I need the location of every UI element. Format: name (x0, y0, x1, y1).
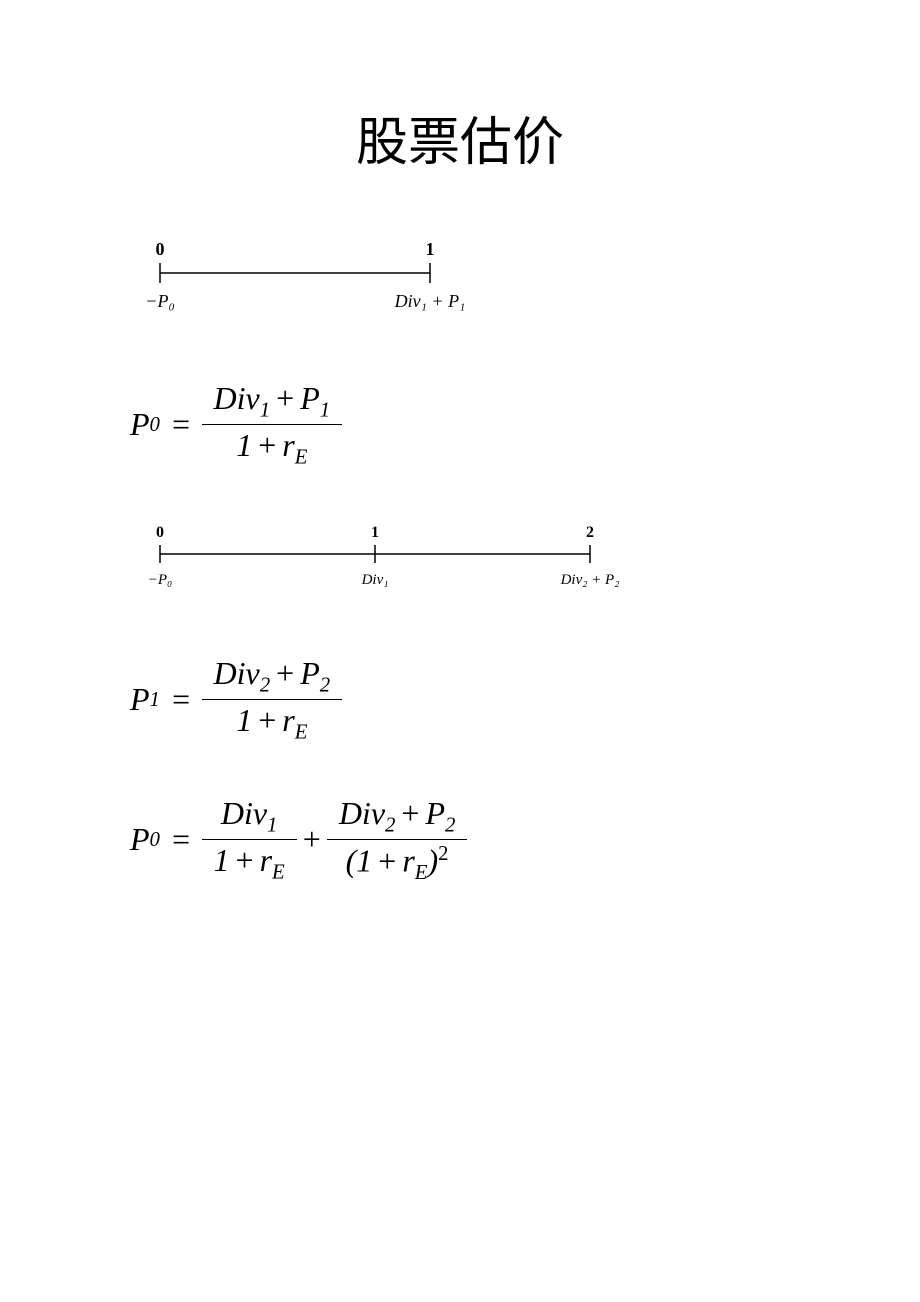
formula-p0-two-period: P0=Div11+rE+Div2+P2(1+rE)2 (130, 795, 830, 885)
svg-text:Div₁ + P₁: Div₁ + P₁ (394, 291, 466, 311)
formula-p1: P1=Div2+P21+rE (130, 655, 830, 745)
page-title: 股票估价 (90, 100, 830, 175)
svg-text:Div₂ + P₂: Div₂ + P₂ (560, 572, 620, 588)
svg-text:−P₀: −P₀ (145, 291, 174, 311)
svg-text:1: 1 (371, 524, 379, 541)
svg-text:1: 1 (426, 239, 435, 259)
svg-text:Div₁: Div₁ (361, 572, 389, 588)
timeline-1-period: 0 −P₀ 1 Div₁ + P₁ (120, 235, 830, 330)
svg-text:−P₀: −P₀ (148, 572, 173, 588)
svg-text:2: 2 (586, 524, 594, 541)
svg-text:0: 0 (156, 239, 165, 259)
timeline-2-period: 0 −P₀ 1 Div₁ 2 Div₂ + P₂ (120, 520, 830, 605)
svg-text:0: 0 (156, 524, 164, 541)
formula-p0-one-period: P0=Div1+P11+rE (130, 380, 830, 470)
